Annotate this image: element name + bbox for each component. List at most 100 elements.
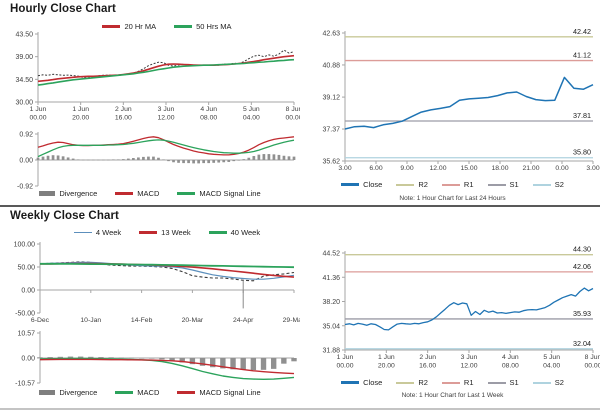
svg-text:18.00: 18.00 xyxy=(491,165,508,172)
pivot-label-s1: 35.93 xyxy=(573,309,591,318)
hourly-price-legend: 20 Hr MA 50 Hrs MA xyxy=(38,22,296,31)
legend-label: 50 Hrs MA xyxy=(196,22,232,31)
legend-label: R2 xyxy=(418,180,428,189)
legend-label: 13 Week xyxy=(161,228,191,237)
svg-text:1 Jun: 1 Jun xyxy=(378,354,395,361)
line-swatch-icon xyxy=(341,183,360,186)
hourly-pivot-legend: Close R2 R1 S1 S2 xyxy=(305,180,600,189)
line-swatch-icon xyxy=(487,381,506,384)
legend-item-r1: R1 xyxy=(441,180,474,189)
line-swatch-icon xyxy=(396,381,415,384)
svg-text:21.00: 21.00 xyxy=(522,165,539,172)
hourly-macd-chart: 0.92 0.00 -0.92 xyxy=(0,128,300,191)
weekly-price-legend: 4 Week 13 Week 40 Week xyxy=(38,228,296,237)
svg-text:2 Jun: 2 Jun xyxy=(115,106,132,113)
legend-label: Close xyxy=(363,378,383,387)
line-swatch-icon xyxy=(532,381,551,384)
line-swatch-icon xyxy=(441,381,460,384)
line-swatch-icon xyxy=(396,183,415,186)
series-macd-signal-line xyxy=(37,139,295,158)
legend-label: S2 xyxy=(554,180,564,189)
svg-text:38.20: 38.20 xyxy=(322,299,340,306)
svg-text:30.00: 30.00 xyxy=(15,100,33,107)
svg-text:16.00: 16.00 xyxy=(115,115,132,122)
svg-text:2 Jun: 2 Jun xyxy=(419,354,436,361)
legend-item-close: Close xyxy=(341,378,382,387)
legend-item-4-week: 4 Week xyxy=(73,228,121,237)
line-swatch-icon xyxy=(139,231,158,234)
bottom-divider xyxy=(0,408,600,410)
legend-label: R1 xyxy=(463,378,474,387)
svg-text:24-Apr: 24-Apr xyxy=(233,317,254,324)
legend-item-50-hrs-ma: 50 Hrs MA xyxy=(174,22,232,31)
svg-text:31.88: 31.88 xyxy=(322,348,340,355)
svg-text:3.00: 3.00 xyxy=(586,165,599,172)
line-swatch-icon xyxy=(487,183,506,186)
legend-label: R1 xyxy=(463,180,474,189)
svg-text:10-Jan: 10-Jan xyxy=(80,317,101,324)
legend-label: S2 xyxy=(554,378,564,387)
pivot-label-r2: 42.42 xyxy=(573,27,591,36)
svg-text:00.00: 00.00 xyxy=(285,115,300,122)
svg-text:0.00: 0.00 xyxy=(19,158,33,165)
weekly_price-plot: 100.00 50.00 0.00 -50.006-Dec 10-Jan 14-Feb 20… xyxy=(14,242,306,325)
svg-text:0.00: 0.00 xyxy=(21,356,35,363)
svg-text:42.63: 42.63 xyxy=(322,31,340,38)
pivot-label-r2: 44.30 xyxy=(573,245,591,254)
weekly-macd-legend: Divergence MACD MACD Signal Line xyxy=(0,388,300,397)
legend-label: R2 xyxy=(418,378,428,387)
svg-text:8 Jun: 8 Jun xyxy=(286,106,300,113)
svg-text:35.04: 35.04 xyxy=(322,323,340,330)
series-40-week xyxy=(40,262,295,269)
svg-text:12.00: 12.00 xyxy=(429,165,446,172)
weekly-pivot-note: Note: 1 Hour Chart for Last 1 Week xyxy=(401,392,504,399)
legend-label: S1 xyxy=(509,180,519,189)
line-swatch-icon xyxy=(177,391,196,394)
legend-label: MACD Signal Line xyxy=(199,189,261,198)
svg-text:08.00: 08.00 xyxy=(502,363,519,370)
pivot-label-s1: 37.81 xyxy=(573,111,591,120)
legend-item-20-hr-ma: 20 Hr MA xyxy=(102,22,156,31)
svg-text:0.00: 0.00 xyxy=(555,165,568,172)
weekly-price-chart: 100.00 50.00 0.00 -50.00 6-Dec 10-Jan 14-Feb 20… xyxy=(0,238,306,332)
svg-text:3.00: 3.00 xyxy=(338,165,351,172)
svg-text:100.00: 100.00 xyxy=(14,242,36,249)
legend-item-s1: S1 xyxy=(487,180,519,189)
legend-label: Divergence xyxy=(59,388,98,397)
svg-text:6.00: 6.00 xyxy=(369,165,382,172)
line-swatch-icon xyxy=(73,231,92,234)
svg-text:39.12: 39.12 xyxy=(322,95,340,102)
legend-label: MACD xyxy=(137,388,160,397)
svg-text:43.50: 43.50 xyxy=(15,32,33,39)
bar-swatch-icon xyxy=(39,191,56,196)
svg-text:4 Jun: 4 Jun xyxy=(200,106,217,113)
svg-text:00.00: 00.00 xyxy=(336,363,353,370)
svg-text:5 Jun: 5 Jun xyxy=(243,106,260,113)
hourly-section-title: Hourly Close Chart xyxy=(10,3,116,15)
svg-text:-50.00: -50.00 xyxy=(15,311,35,318)
svg-text:16.00: 16.00 xyxy=(419,363,436,370)
legend-item-close: Close xyxy=(341,180,382,189)
svg-text:15.00: 15.00 xyxy=(460,165,477,172)
series-4-week xyxy=(39,261,295,280)
series-50-hrs-ma xyxy=(37,58,295,86)
svg-text:3 Jun: 3 Jun xyxy=(158,106,175,113)
legend-item-13-week: 13 Week xyxy=(139,228,191,237)
svg-text:00.00: 00.00 xyxy=(29,115,46,122)
svg-text:39.00: 39.00 xyxy=(15,54,33,61)
weekly-pivot-chart: 44.52 41.36 38.20 35.04 31.88 1 Jun 00.00 1 Jun… xyxy=(305,245,600,375)
svg-text:20.00: 20.00 xyxy=(72,115,89,122)
svg-text:41.36: 41.36 xyxy=(322,275,340,282)
pivot-label-s2: 32.04 xyxy=(573,339,591,348)
svg-text:0.00: 0.00 xyxy=(21,288,35,295)
legend-label: 40 Week xyxy=(230,228,261,237)
legend-item-divergence: Divergence xyxy=(39,388,97,397)
section-divider xyxy=(0,205,600,207)
svg-text:1 Jun: 1 Jun xyxy=(30,106,47,113)
svg-text:-10.57: -10.57 xyxy=(15,381,35,388)
svg-text:34.50: 34.50 xyxy=(15,77,33,84)
line-swatch-icon xyxy=(115,391,134,394)
hourly-pivot-note: Note: 1 Hour Chart for Last 24 Hours xyxy=(399,195,506,202)
